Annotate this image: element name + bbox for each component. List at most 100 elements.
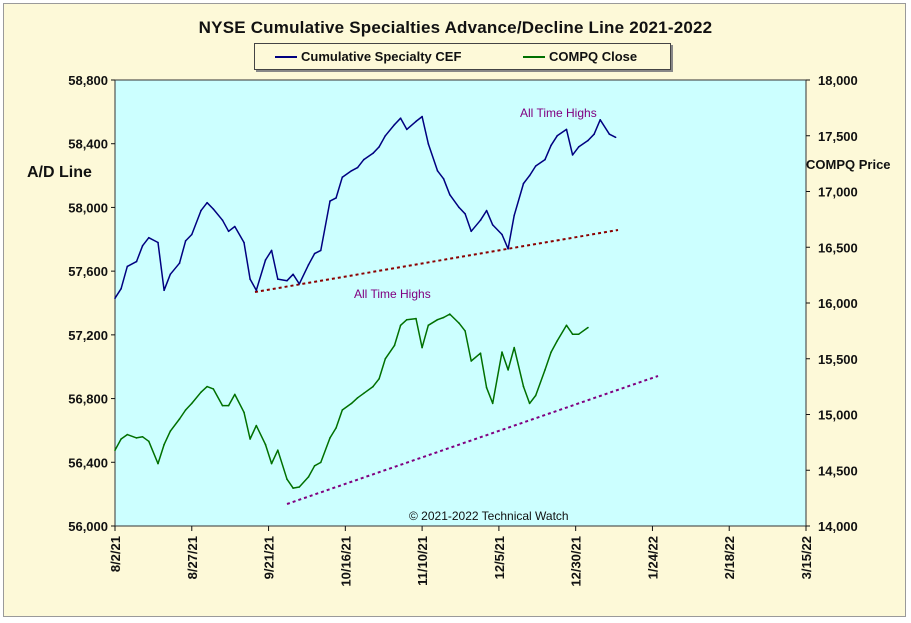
trendline-ad-line [254, 229, 619, 293]
y-left-tick-label: 56,400 [68, 455, 108, 470]
y-left-tick-label: 58,400 [68, 137, 108, 152]
x-tick-label: 11/10/21 [415, 536, 430, 586]
legend-swatch-cef [275, 55, 297, 58]
x-tick-label: 12/5/21 [492, 536, 507, 579]
data-point-cef [421, 115, 423, 118]
data-point-compq [565, 324, 568, 327]
y-right-tick-label: 17,500 [818, 129, 858, 144]
data-point-cef [479, 219, 482, 221]
data-point-cef [320, 249, 322, 252]
data-point-compq [292, 487, 294, 489]
y-left-tick-label: 56,000 [68, 519, 108, 534]
data-point-compq [501, 351, 503, 353]
data-point-compq [372, 385, 374, 388]
data-point-cef [556, 135, 558, 137]
data-point-cef [191, 233, 193, 236]
data-point-cef [614, 136, 617, 139]
data-point-compq [485, 386, 488, 389]
data-point-compq [556, 340, 558, 342]
data-point-compq [442, 316, 445, 319]
data-point-compq [270, 462, 273, 465]
data-point-cef [464, 213, 466, 215]
data-point-cef [528, 174, 531, 177]
data-point-cef [277, 278, 279, 280]
data-point-compq [114, 449, 116, 452]
data-point-cef [427, 142, 430, 145]
data-point-compq [163, 443, 165, 446]
chart-legend: Cumulative Specialty CEF COMPQ Close [254, 43, 671, 70]
data-point-cef [341, 176, 344, 178]
data-point-compq [479, 352, 482, 355]
x-tick-label: 9/21/21 [262, 536, 277, 579]
data-point-cef [501, 233, 503, 236]
data-point-cef [599, 119, 601, 121]
data-point-compq [458, 322, 460, 324]
data-point-cef [593, 133, 595, 135]
data-point-cef [307, 264, 310, 266]
data-point-cef [491, 224, 494, 226]
data-point-compq [406, 318, 408, 321]
data-point-compq [298, 486, 301, 488]
data-point-cef [234, 225, 236, 228]
legend-swatch-compq [523, 55, 545, 58]
data-point-cef [157, 241, 159, 244]
data-point-compq [350, 402, 353, 405]
y-left-tick-label: 56,800 [68, 392, 108, 407]
legend-label-cef: Cumulative Specialty CEF [301, 49, 462, 64]
data-point-compq [221, 404, 224, 407]
data-point-cef [114, 297, 116, 300]
data-point-cef [227, 230, 230, 233]
data-point-compq [384, 358, 387, 360]
data-point-cef [378, 146, 380, 148]
y-right-tick-label: 16,000 [818, 296, 858, 311]
data-point-compq [307, 476, 310, 478]
x-tick-label: 8/2/21 [108, 536, 123, 572]
data-point-cef [270, 249, 273, 252]
annotation-ath-lower: All Time Highs [354, 287, 431, 301]
data-point-cef [442, 178, 445, 180]
y-right-tick-label: 15,500 [818, 352, 858, 367]
data-point-cef [169, 273, 172, 276]
y-left-tick-label: 57,600 [68, 264, 108, 279]
data-point-cef [141, 244, 144, 247]
data-point-cef [163, 289, 165, 292]
y-left-tick-label: 58,000 [68, 200, 108, 215]
data-point-compq [577, 333, 580, 336]
x-tick-label: 1/24/22 [645, 536, 660, 579]
y-axis-label-right: COMPQ Price [806, 157, 891, 172]
y-axis-label-left: A/D Line [27, 164, 92, 181]
x-tick-label: 12/30/21 [569, 536, 584, 587]
data-point-compq [120, 438, 122, 440]
data-point-cef [356, 166, 359, 169]
data-point-compq [148, 440, 150, 443]
data-point-compq [178, 418, 181, 420]
data-point-compq [415, 317, 417, 320]
legend-label-compq: COMPQ Close [549, 49, 638, 64]
data-point-compq [491, 402, 494, 405]
data-point-compq [227, 404, 230, 407]
data-point-compq [277, 449, 279, 452]
data-point-cef [565, 128, 568, 131]
data-point-cef [415, 120, 417, 123]
data-point-compq [449, 313, 451, 315]
data-point-compq [255, 424, 258, 427]
x-tick-label: 10/16/21 [338, 536, 353, 587]
data-point-compq [243, 411, 245, 414]
data-point-compq [399, 324, 402, 327]
data-point-compq [157, 462, 159, 465]
data-point-compq [169, 430, 172, 433]
data-point-compq [363, 392, 365, 395]
data-point-cef [313, 252, 316, 255]
data-point-cef [470, 230, 473, 233]
data-point-cef [513, 214, 515, 217]
y-left-tick-label: 57,200 [68, 328, 108, 343]
legend-item-compq: COMPQ Close [523, 49, 637, 64]
data-point-compq [184, 409, 187, 411]
data-point-compq [522, 385, 525, 388]
data-point-cef [550, 144, 552, 147]
data-point-compq [470, 360, 473, 362]
data-point-cef [587, 139, 589, 142]
data-point-compq [206, 385, 208, 388]
data-point-cef [544, 158, 546, 161]
